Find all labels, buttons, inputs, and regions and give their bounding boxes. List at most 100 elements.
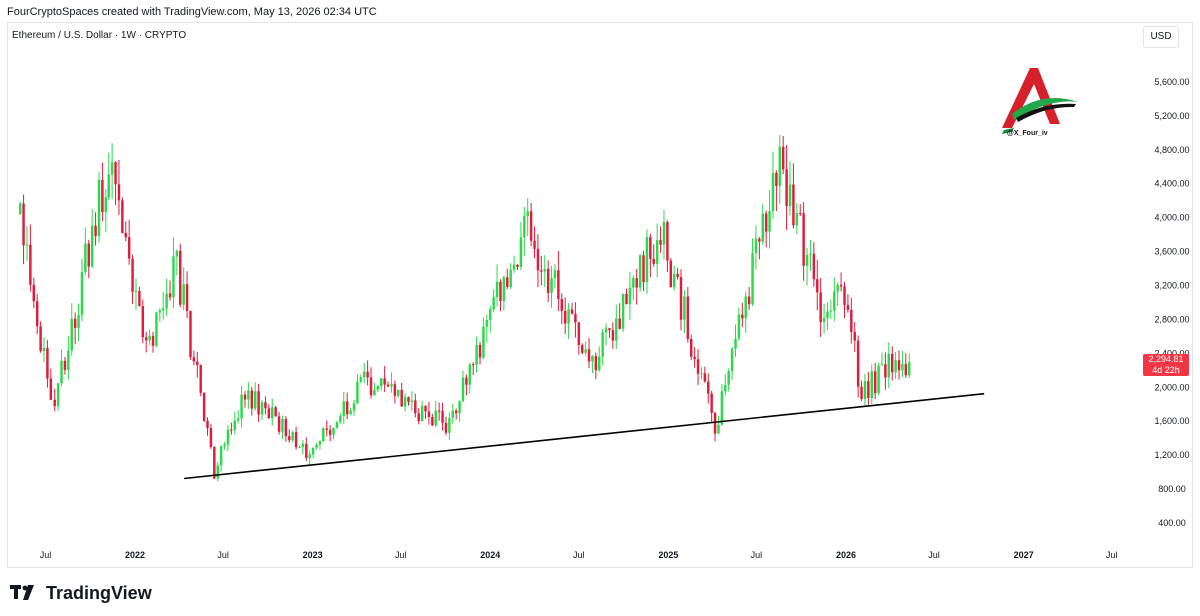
candle-down (22, 203, 25, 246)
candle-down (345, 401, 349, 415)
candle-down (144, 337, 148, 341)
candle-up (301, 443, 305, 448)
candle-down (264, 402, 267, 409)
symbol-title[interactable]: Ethereum / U.S. Dollar · 1W · CRYPTO (12, 30, 187, 41)
candle-up (523, 216, 526, 238)
candle-up (380, 378, 383, 386)
candle-up (97, 179, 101, 237)
candle-up (226, 429, 230, 445)
candle-up (863, 381, 867, 399)
candle-down (454, 410, 458, 414)
candle-up (526, 211, 529, 217)
candle-up (271, 407, 274, 419)
candle-up (240, 394, 243, 419)
candle-up (717, 424, 720, 434)
candle-up (700, 373, 703, 375)
candle-up (724, 384, 727, 392)
candle-up (543, 268, 546, 272)
candle-down (611, 330, 615, 341)
price-axis: 400.00 800.00 1,200.00 1,600.00 2,000.00 2,40… (1154, 77, 1189, 528)
candle-down (414, 400, 417, 414)
candle-down (560, 298, 564, 311)
candle-up (475, 344, 478, 365)
candle-down (856, 340, 860, 387)
candle-up (70, 318, 73, 351)
candle-down (206, 420, 209, 429)
candle-up (489, 309, 492, 321)
time-tick-label: 2025 (658, 550, 678, 560)
candle-up (795, 213, 799, 226)
candle-down (213, 447, 216, 479)
candle-up (352, 403, 356, 411)
candle-down (557, 270, 560, 299)
candle-down (703, 373, 707, 382)
candle-down (94, 225, 97, 237)
candle-down (141, 306, 145, 338)
candle-up (615, 318, 618, 341)
candle-down (230, 429, 233, 431)
candle-down (478, 344, 482, 358)
candle-down (819, 292, 822, 323)
currency-selector[interactable]: USD (1143, 26, 1179, 48)
support-trendline[interactable] (184, 392, 985, 480)
candle-up (165, 293, 168, 309)
candle-down (441, 410, 444, 423)
candle-down (199, 365, 202, 393)
candle-down (741, 314, 744, 319)
price-tick-label: 2,400.00 (1154, 348, 1189, 358)
price-tick-label: 400.00 (1158, 518, 1186, 528)
candle-down (594, 355, 598, 371)
candle-down (202, 392, 206, 421)
candle-up (247, 390, 250, 400)
candle-up (219, 446, 223, 466)
candle-up (833, 291, 836, 311)
candle-down (792, 184, 795, 226)
candle-down (257, 391, 260, 415)
time-tick-label: Jul (40, 550, 52, 560)
candle-down (192, 357, 196, 362)
candle-up (356, 381, 359, 404)
tradingview-brand[interactable]: TradingView (10, 582, 152, 604)
candle-down (209, 428, 213, 448)
candle-down (427, 411, 431, 417)
candle-down (642, 255, 645, 283)
candle-down (138, 291, 141, 307)
candle-up (512, 264, 516, 270)
candle-up (376, 385, 380, 390)
candle-down (369, 377, 373, 396)
time-axis: Jul 2022 Jul 2023 Jul 2024 Jul 2025 Jul 2026 Jul 20… (40, 550, 1118, 560)
candle-down (305, 443, 308, 458)
candle-down (407, 397, 410, 402)
candle-up (788, 184, 792, 206)
candle-down (890, 353, 894, 373)
candle-up (870, 371, 873, 398)
candle-down (608, 328, 611, 331)
candle-down (29, 244, 32, 285)
candle-down (536, 248, 540, 271)
candle-up (567, 309, 570, 324)
candle-up (56, 383, 60, 407)
candle-up (655, 240, 659, 264)
time-tick-label: Jul (395, 550, 407, 560)
candle-down (366, 371, 369, 378)
candle-up (342, 401, 345, 416)
candle-up (60, 360, 63, 384)
candle-down (659, 240, 662, 245)
candle-up (451, 410, 455, 418)
candle-down (802, 213, 805, 266)
candle-up (482, 326, 485, 358)
candle-down (686, 296, 690, 339)
candle-down (250, 390, 254, 409)
candle-down (516, 264, 519, 267)
candle-down (540, 270, 543, 272)
price-tick-label: 4,800.00 (1154, 145, 1189, 155)
candle-up (322, 428, 325, 442)
candle-up (495, 281, 499, 298)
candle-down (499, 281, 502, 302)
candle-down (274, 407, 277, 417)
candle-down (185, 284, 189, 311)
candle-up (737, 314, 741, 339)
time-tick-label: 2023 (303, 550, 323, 560)
candle-up (339, 415, 342, 423)
